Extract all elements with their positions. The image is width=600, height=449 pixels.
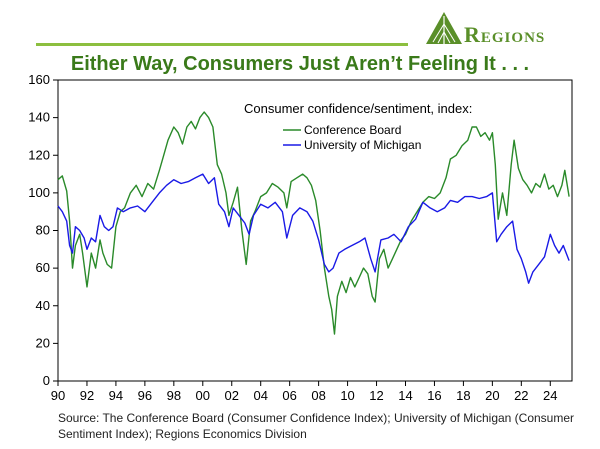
x-tick-label: 22 [514,388,528,403]
x-tick-label: 18 [456,388,470,403]
x-tick-label: 08 [311,388,325,403]
x-tick-label: 16 [427,388,441,403]
y-tick-label: 80 [36,223,50,238]
x-tick-label: 00 [196,388,210,403]
y-tick-label: 0 [43,373,50,388]
y-tick-label: 100 [28,185,50,200]
x-tick-label: 24 [543,388,557,403]
x-tick-label: 10 [340,388,354,403]
header-rule [36,43,408,46]
brand-logo: Regions [424,10,594,54]
x-tick-label: 12 [369,388,383,403]
brand-name: Regions [464,22,546,47]
x-tick-label: 98 [167,388,181,403]
x-tick-label: 20 [485,388,499,403]
source-note: Source: The Conference Board (Consumer C… [58,411,575,441]
y-tick-label: 120 [28,147,50,162]
y-tick-label: 160 [28,72,50,87]
chart-title: Consumer confidence/sentiment, index: [244,101,472,116]
legend-label: Conference Board [304,123,401,137]
x-tick-label: 14 [398,388,412,403]
series-layer [57,111,570,335]
legend-label: University of Michigan [304,138,421,152]
page-title: Either Way, Consumers Just Aren’t Feelin… [70,53,530,75]
x-tick-label: 02 [225,388,239,403]
series-line-conference-board [57,111,570,335]
y-tick-label: 40 [36,298,50,313]
x-tick-label: 04 [253,388,267,403]
chart-axes: 0 20 40 60 80 100 120 140 160 90 92 94 96 98 00 02 04 06 0… [28,72,573,403]
series-line-university-of-michigan [57,173,570,284]
y-tick-label: 20 [36,335,50,350]
x-tick-label: 92 [80,388,94,403]
x-tick-label: 06 [282,388,296,403]
x-tick-label: 96 [138,388,152,403]
y-tick-label: 140 [28,110,50,125]
x-tick-label: 94 [109,388,123,403]
x-tick-label: 90 [51,388,65,403]
triangle-mark-icon [426,12,462,44]
y-tick-label: 60 [36,260,50,275]
